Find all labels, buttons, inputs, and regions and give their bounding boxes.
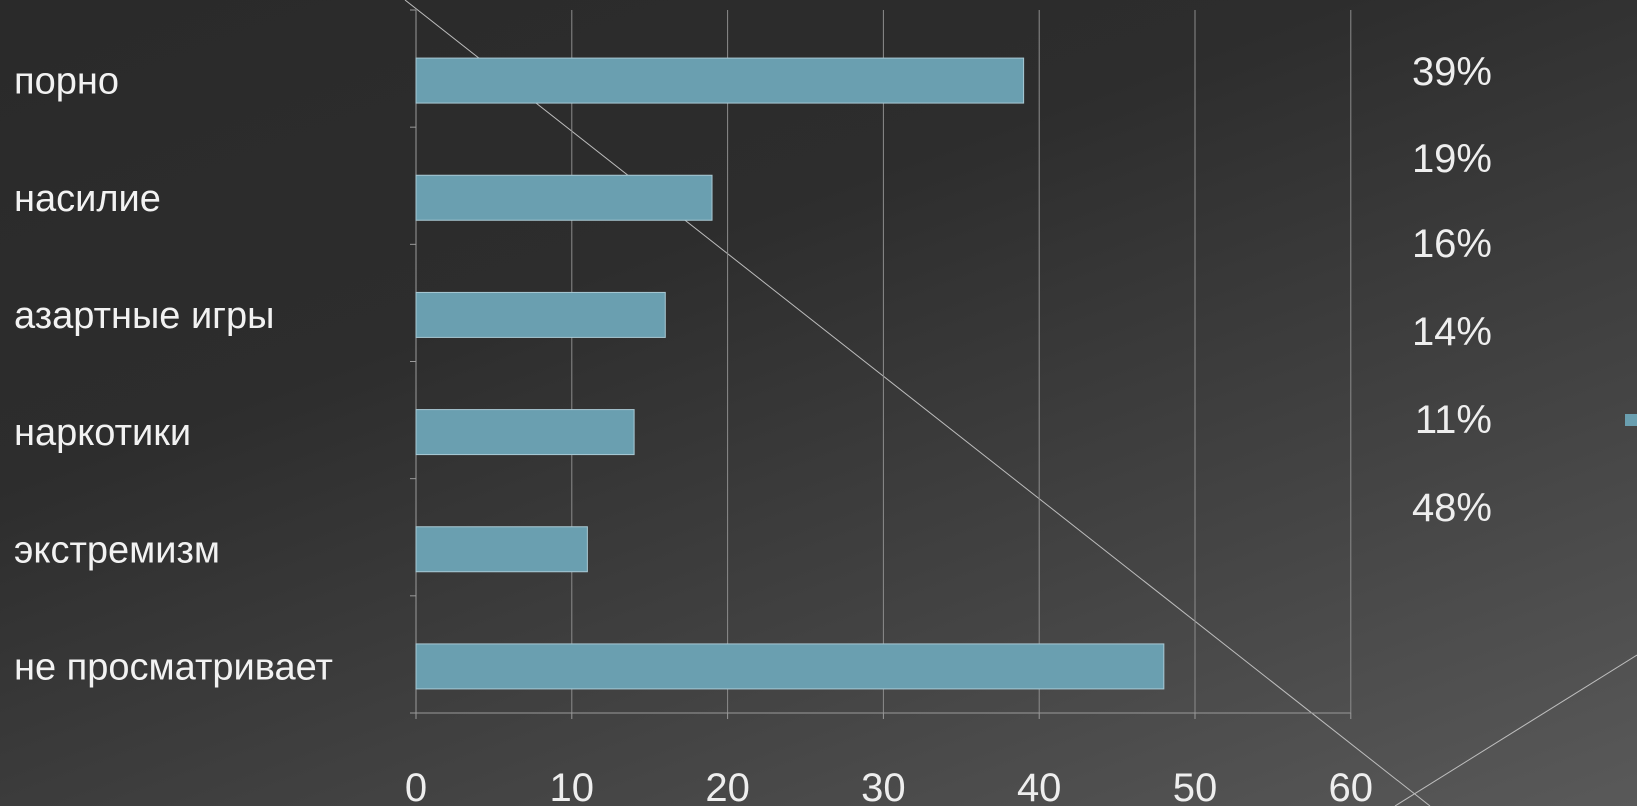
x-tick-label: 20 [705, 766, 750, 806]
percent-data-label: 14% [1412, 310, 1492, 354]
x-tick-label: 40 [1017, 766, 1062, 806]
decor-corner-line [1394, 654, 1637, 806]
bar [415, 174, 713, 221]
percent-data-label: 48% [1412, 486, 1492, 530]
bar [415, 291, 666, 338]
bar [415, 57, 1025, 104]
x-tick-label: 50 [1173, 766, 1218, 806]
bar [415, 526, 588, 573]
category-label: азартные игры [14, 295, 275, 337]
percent-data-label: 11% [1415, 398, 1492, 442]
x-tick-label: 60 [1329, 766, 1374, 806]
category-label: не просматривает [14, 646, 333, 688]
x-tick-label: 0 [405, 766, 427, 806]
decor-diagonal-line [404, 0, 1431, 806]
category-label: насилие [14, 178, 161, 220]
category-label: порно [14, 61, 119, 103]
category-label: наркотики [14, 412, 191, 454]
percent-data-label: 19% [1412, 137, 1492, 181]
x-tick-label: 10 [550, 766, 595, 806]
x-tick-label: 30 [861, 766, 906, 806]
percent-data-label: 16% [1412, 222, 1492, 266]
bar [415, 643, 1165, 690]
legend-marker [1625, 414, 1637, 426]
bar [415, 409, 635, 456]
percent-data-label: 39% [1412, 50, 1492, 94]
category-label: экстремизм [14, 529, 220, 571]
